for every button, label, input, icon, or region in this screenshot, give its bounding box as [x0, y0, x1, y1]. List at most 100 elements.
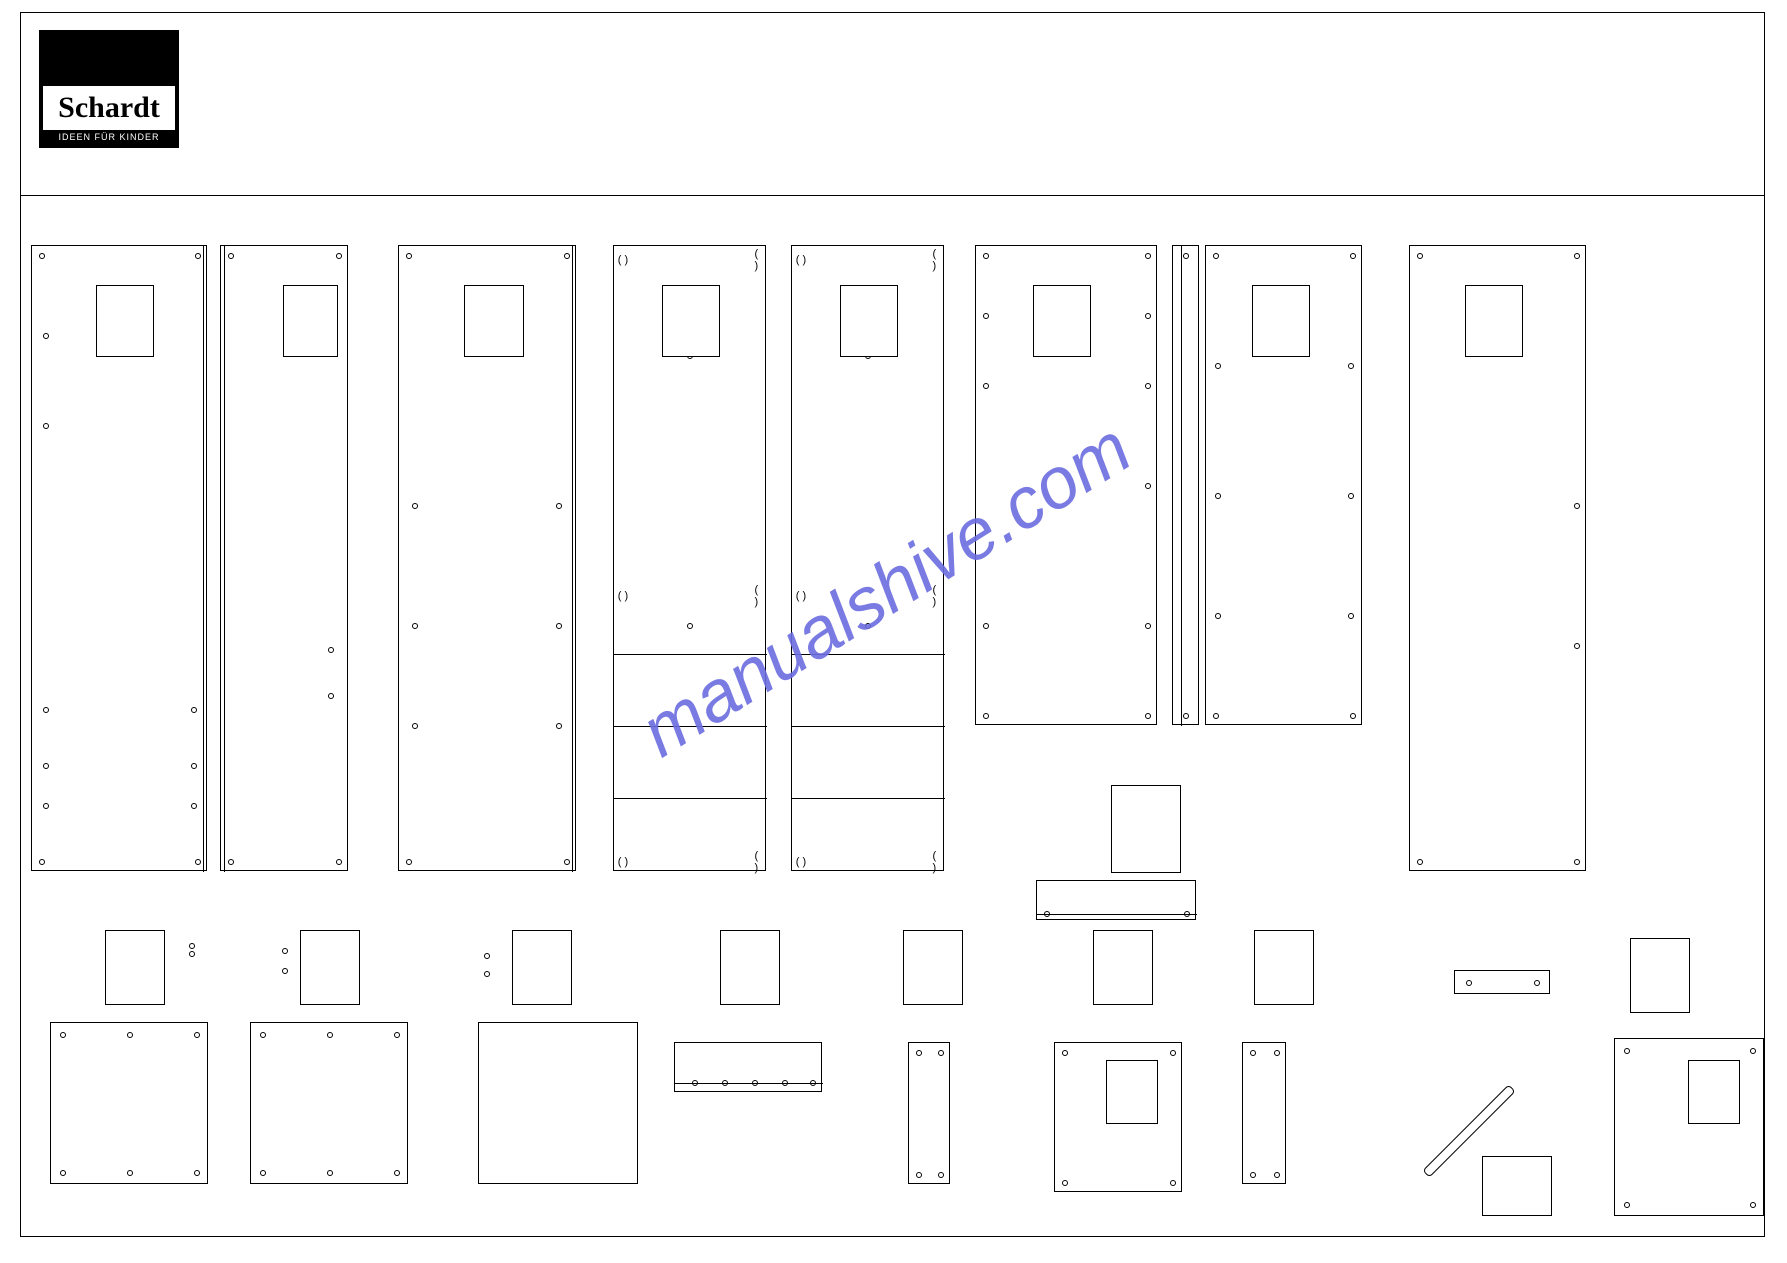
- drill-hole-icon: [1574, 643, 1580, 649]
- drill-hole-icon: [228, 859, 234, 865]
- drill-hole-icon: [983, 313, 989, 319]
- hinge-mark-icon: ( ): [796, 590, 806, 602]
- hinge-mark-icon: ( ): [755, 248, 762, 272]
- drill-hole-icon: [983, 623, 989, 629]
- page: Schardt IDEEN FÜR KINDER ( ) ( ) ( ) ( ) ( )…: [0, 0, 1787, 1263]
- drill-hole-icon: [1145, 253, 1151, 259]
- drill-hole-icon: [1534, 980, 1540, 986]
- drill-hole-icon: [412, 503, 418, 509]
- part-panel: [1242, 1042, 1286, 1184]
- drill-hole-icon: [1348, 493, 1354, 499]
- drill-hole-icon: [406, 859, 412, 865]
- part-label-box: [1688, 1060, 1740, 1124]
- drill-hole-icon: [394, 1032, 400, 1038]
- part-label-box: [283, 285, 338, 357]
- panel-edge-line: [792, 798, 945, 799]
- drill-hole-icon: [60, 1032, 66, 1038]
- drill-hole-icon: [191, 763, 197, 769]
- drill-hole-icon: [484, 953, 490, 959]
- drill-hole-icon: [1145, 623, 1151, 629]
- drill-hole-icon: [1250, 1172, 1256, 1178]
- drill-hole-icon: [1574, 253, 1580, 259]
- panel-edge-line: [675, 1083, 823, 1084]
- drill-hole-icon: [412, 723, 418, 729]
- drill-hole-icon: [127, 1032, 133, 1038]
- drill-hole-icon: [556, 623, 562, 629]
- drill-hole-icon: [43, 423, 49, 429]
- drill-hole-icon: [1170, 1180, 1176, 1186]
- drill-hole-icon: [412, 623, 418, 629]
- drill-hole-icon: [1417, 859, 1423, 865]
- drill-hole-icon: [1145, 313, 1151, 319]
- drill-hole-icon: [564, 859, 570, 865]
- drill-hole-icon: [1250, 1050, 1256, 1056]
- hinge-mark-icon: ( ): [618, 856, 628, 868]
- drill-hole-icon: [394, 1170, 400, 1176]
- drill-hole-icon: [194, 1170, 200, 1176]
- drill-hole-icon: [328, 647, 334, 653]
- header-divider: [20, 195, 1765, 196]
- drill-hole-icon: [916, 1172, 922, 1178]
- panel-edge-line: [572, 246, 573, 872]
- hinge-mark-icon: ( ): [755, 584, 762, 608]
- drill-hole-icon: [556, 503, 562, 509]
- drill-hole-icon: [916, 1050, 922, 1056]
- drill-hole-icon: [39, 253, 45, 259]
- drill-hole-icon: [1350, 713, 1356, 719]
- drill-hole-icon: [938, 1050, 944, 1056]
- drill-hole-icon: [328, 693, 334, 699]
- hinge-mark-icon: ( ): [618, 254, 628, 266]
- hinge-mark-icon: ( ): [796, 856, 806, 868]
- drill-hole-icon: [260, 1032, 266, 1038]
- part-panel: [1630, 938, 1690, 1013]
- drill-hole-icon: [1417, 253, 1423, 259]
- drill-hole-icon: [484, 971, 490, 977]
- panel-edge-line: [1037, 914, 1197, 915]
- drill-hole-icon: [1750, 1202, 1756, 1208]
- part-panel: [478, 1022, 638, 1184]
- drill-hole-icon: [189, 943, 195, 949]
- part-label-box: [840, 285, 898, 357]
- drill-hole-icon: [556, 723, 562, 729]
- part-panel: [1172, 245, 1199, 725]
- logo-wordmark: Schardt: [43, 86, 175, 130]
- part-panel: [250, 1022, 408, 1184]
- drill-hole-icon: [1574, 503, 1580, 509]
- part-panel: [512, 930, 572, 1005]
- panel-edge-line: [614, 654, 767, 655]
- part-label-box: [1033, 285, 1091, 357]
- panel-edge-line: [203, 246, 204, 872]
- drill-hole-icon: [1213, 253, 1219, 259]
- panel-edge-line: [224, 246, 225, 872]
- drill-hole-icon: [1274, 1172, 1280, 1178]
- drill-hole-icon: [1215, 493, 1221, 499]
- drill-hole-icon: [43, 333, 49, 339]
- part-panel: [1254, 930, 1314, 1005]
- panel-edge-line: [614, 798, 767, 799]
- panel-edge-line: [614, 726, 767, 727]
- drill-hole-icon: [43, 707, 49, 713]
- panel-edge-line: [792, 726, 945, 727]
- drill-hole-icon: [1624, 1202, 1630, 1208]
- hinge-mark-icon: ( ): [755, 850, 762, 874]
- drill-hole-icon: [191, 803, 197, 809]
- drill-hole-icon: [1466, 980, 1472, 986]
- drill-hole-icon: [39, 859, 45, 865]
- drill-hole-icon: [406, 253, 412, 259]
- drill-hole-icon: [1213, 713, 1219, 719]
- drill-hole-icon: [1062, 1050, 1068, 1056]
- part-panel: [300, 930, 360, 1005]
- part-label-box: [464, 285, 524, 357]
- drill-hole-icon: [1062, 1180, 1068, 1186]
- part-panel: [1454, 970, 1550, 994]
- part-panel: [720, 930, 780, 1005]
- logo-tagline: IDEEN FÜR KINDER: [43, 132, 175, 142]
- drill-hole-icon: [687, 623, 693, 629]
- drill-hole-icon: [336, 253, 342, 259]
- drill-hole-icon: [194, 1032, 200, 1038]
- drill-hole-icon: [189, 951, 195, 957]
- part-panel: [903, 930, 963, 1005]
- drill-hole-icon: [60, 1170, 66, 1176]
- drill-hole-icon: [1624, 1048, 1630, 1054]
- brand-logo: Schardt IDEEN FÜR KINDER: [39, 30, 179, 148]
